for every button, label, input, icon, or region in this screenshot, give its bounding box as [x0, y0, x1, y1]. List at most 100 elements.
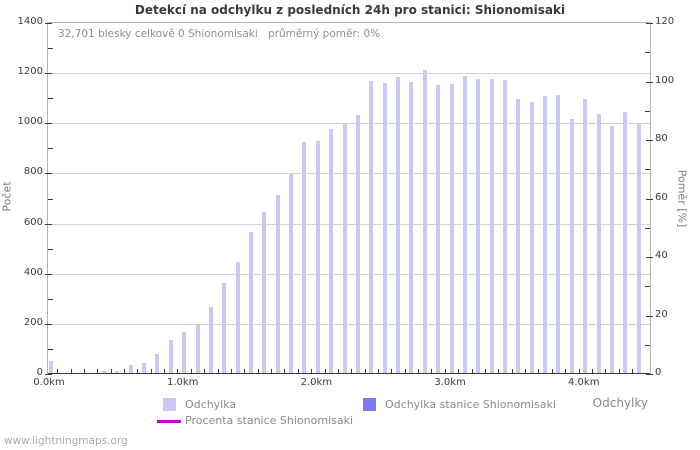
right-axis-major-tick [646, 315, 653, 317]
x-axis-minor-tick [591, 369, 593, 373]
deviation-bar [115, 371, 120, 373]
deviation-bar [596, 113, 601, 373]
right-axis-major-tick [646, 140, 653, 141]
deviation-bar [195, 324, 200, 373]
deviation-bar [369, 80, 374, 373]
x-axis-tick-label: 3.0km [434, 377, 466, 388]
deviation-bar [409, 82, 414, 373]
deviation-bar [329, 129, 334, 373]
deviation-bar [142, 362, 147, 373]
deviation-bar [249, 232, 254, 373]
x-axis-minor-tick [431, 369, 433, 373]
left-axis-tick-label: 600 [23, 216, 43, 228]
gridline [48, 123, 650, 125]
left-axis-major-tick [45, 323, 52, 325]
deviation-bar [623, 111, 628, 373]
stat-station-count: 0 Shionomisaki [178, 28, 258, 40]
right-axis-major-tick [646, 81, 653, 83]
x-axis-minor-tick [404, 369, 406, 373]
right-axis-minor-tick [645, 344, 650, 346]
watermark-lightningmaps: www.lightningmaps.org [4, 435, 128, 447]
x-axis-minor-tick [124, 369, 126, 373]
deviation-bar [422, 69, 427, 373]
right-axis-tick-label: 120 [655, 16, 675, 27]
gridline [48, 323, 650, 325]
x-axis-tick-label: 2.0km [300, 377, 333, 388]
deviation-bar [583, 98, 588, 373]
right-axis-tick-label: 60 [655, 191, 668, 203]
deviation-bar [235, 262, 240, 373]
x-axis-minor-tick [378, 369, 380, 373]
x-axis-minor-tick [217, 369, 219, 373]
deviation-bar [436, 84, 441, 373]
deviation-bar [396, 76, 401, 373]
left-axis-minor-tick [48, 198, 53, 200]
left-axis-tick-label: 200 [23, 316, 43, 328]
x-axis-title: Odchylky [592, 396, 648, 410]
right-axis-tick-label: 40 [655, 250, 668, 261]
plot-area [45, 22, 653, 375]
x-axis-minor-tick [324, 369, 326, 373]
legend-line-station-percent [157, 420, 181, 423]
left-axis-minor-tick [48, 98, 53, 100]
x-axis-minor-tick [164, 369, 166, 373]
right-axis-major-tick [646, 374, 653, 375]
deviation-bar [516, 98, 521, 373]
left-axis-tick-label: 1200 [17, 66, 43, 78]
x-axis-minor-tick [551, 369, 553, 373]
right-axis-major-tick [646, 23, 653, 24]
legend-label-odchylka: Odchylka [185, 398, 237, 411]
left-axis-major-tick [45, 23, 52, 24]
x-axis-minor-tick [311, 369, 313, 373]
deviation-bar [609, 126, 614, 373]
x-axis-minor-tick [230, 369, 232, 373]
legend-swatch-odchylka [163, 398, 176, 411]
deviation-bar [543, 96, 548, 373]
deviation-bar [529, 101, 534, 373]
right-axis-tick-label: 20 [655, 308, 668, 320]
gridline [48, 223, 650, 225]
deviation-bar [342, 123, 347, 373]
left-axis-major-tick [45, 273, 52, 275]
x-axis-minor-tick [351, 369, 353, 373]
left-axis-tick-label: 0 [36, 367, 43, 378]
deviation-bar [449, 83, 454, 373]
left-axis-minor-tick [48, 48, 53, 50]
right-axis-tick-label: 80 [655, 133, 668, 144]
x-axis-minor-tick [284, 369, 286, 373]
x-axis-minor-tick [418, 369, 420, 373]
deviation-bar [503, 80, 507, 373]
left-axis-major-tick [45, 73, 52, 75]
legend-swatch-station-deviation [363, 398, 376, 411]
deviation-bar [315, 141, 320, 373]
deviation-bar [262, 212, 267, 373]
x-axis-minor-tick [204, 369, 206, 373]
deviation-bar [476, 78, 481, 373]
left-axis-major-tick [45, 173, 52, 175]
x-axis-minor-tick [618, 369, 620, 373]
left-axis-tick-label: 1400 [17, 16, 43, 27]
x-axis-minor-tick [364, 369, 366, 373]
x-axis-minor-tick [57, 369, 59, 373]
right-axis-minor-tick [645, 227, 650, 229]
x-axis-minor-tick [257, 369, 259, 373]
left-axis-tick-label: 800 [23, 166, 43, 178]
deviation-bar [289, 173, 294, 373]
right-axis-minor-tick [645, 52, 650, 54]
right-axis-minor-tick [645, 169, 650, 171]
deviation-bar [462, 76, 467, 373]
x-axis-minor-tick [444, 369, 446, 373]
left-axis-minor-tick [48, 148, 53, 150]
x-axis-minor-tick [70, 369, 72, 373]
deviation-bar [48, 361, 53, 373]
x-axis-minor-tick [150, 369, 152, 373]
x-axis-tick-label: 4.0km [568, 377, 600, 388]
x-axis-minor-tick [190, 369, 192, 373]
deviation-bar [569, 118, 574, 373]
legend-label-station-deviation: Odchylka stanice Shionomisaki [385, 398, 556, 411]
x-axis-minor-tick [137, 369, 139, 373]
x-axis-minor-tick [484, 369, 486, 373]
deviation-bar [128, 364, 133, 373]
x-axis-minor-tick [471, 369, 473, 373]
x-axis-minor-tick [538, 369, 540, 373]
